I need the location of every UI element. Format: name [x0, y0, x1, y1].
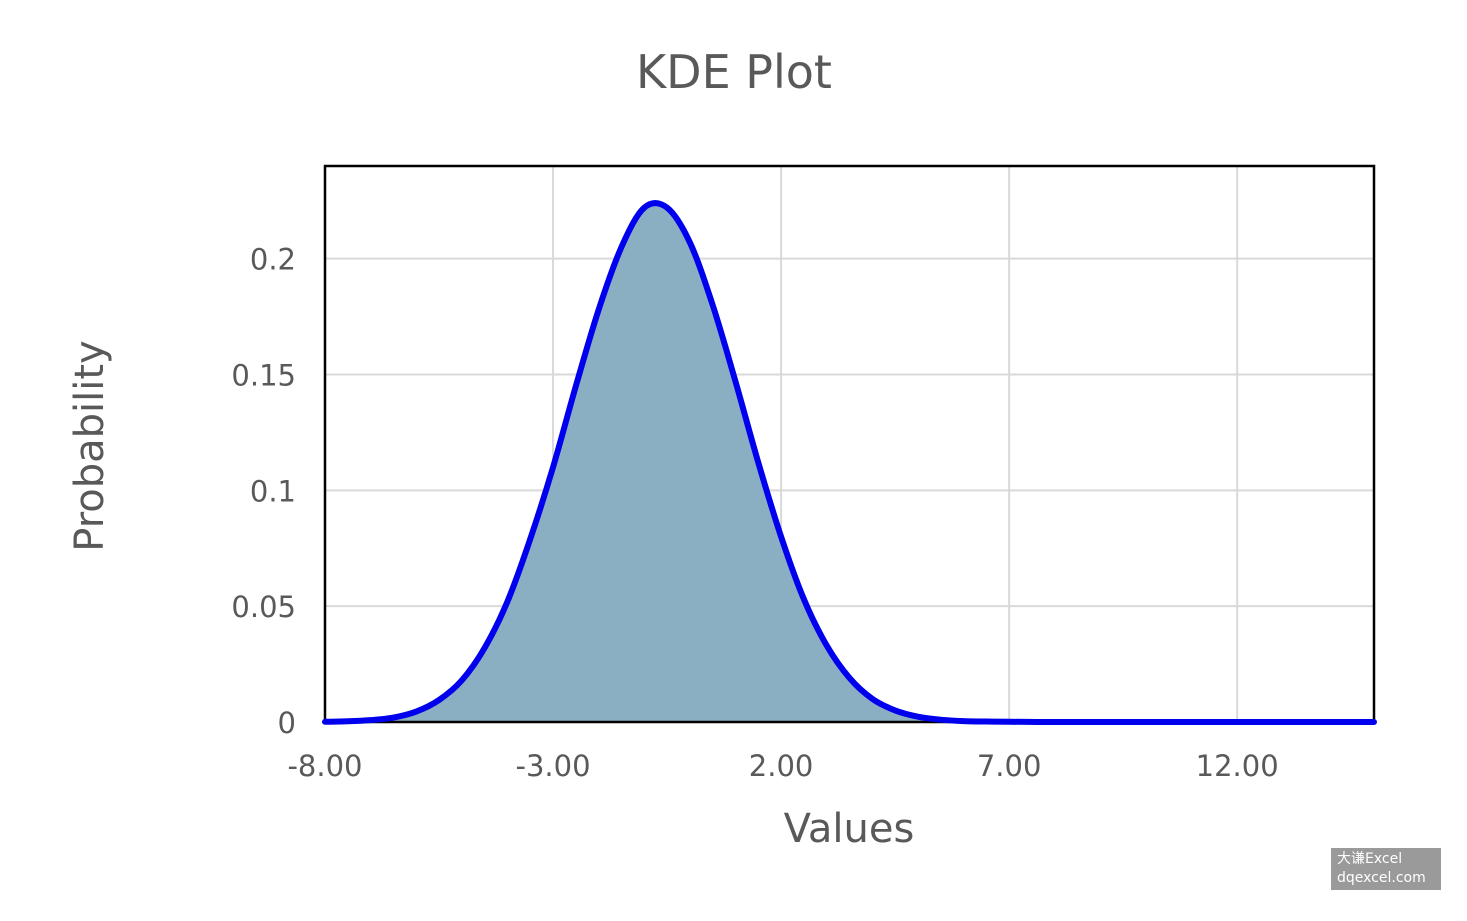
- y-axis-title: Probability: [67, 340, 113, 551]
- x-tick-label: -8.00: [287, 749, 362, 783]
- watermark-badge: 大谦Excel dqexcel.com: [1331, 848, 1441, 890]
- watermark-line-1: 大谦Excel: [1337, 851, 1403, 867]
- y-tick-label: 0.1: [250, 474, 296, 508]
- density-line-group: [322, 200, 1377, 725]
- x-axis-title: Values: [784, 806, 915, 852]
- density-fill: [325, 203, 1374, 722]
- x-tick-labels: -8.00 -3.00 2.00 7.00 12.00: [287, 749, 1278, 783]
- x-tick-label: 12.00: [1196, 749, 1279, 783]
- y-tick-label: 0.05: [231, 590, 296, 624]
- gridlines: [325, 166, 1374, 722]
- x-tick-label: -3.00: [516, 749, 591, 783]
- y-tick-label: 0.15: [231, 359, 296, 393]
- plot-frame: [323, 164, 1376, 724]
- y-tick-label: 0: [278, 706, 296, 740]
- x-tick-label: 7.00: [977, 749, 1042, 783]
- y-tick-labels: 0 0.05 0.1 0.15 0.2: [231, 243, 296, 740]
- chart-title: KDE Plot: [636, 45, 832, 99]
- density-line: [322, 200, 1377, 725]
- y-tick-label: 0.2: [250, 243, 296, 277]
- x-tick-label: 2.00: [749, 749, 814, 783]
- density-area: [325, 203, 1374, 722]
- watermark-line-2: dqexcel.com: [1337, 870, 1426, 886]
